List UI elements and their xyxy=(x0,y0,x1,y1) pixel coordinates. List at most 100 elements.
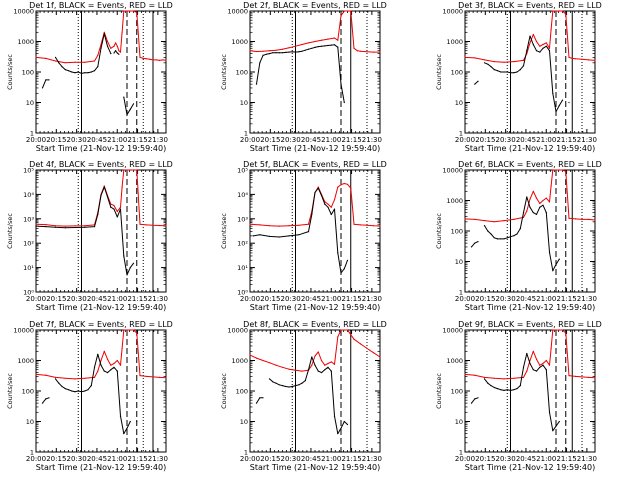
data-point-lld xyxy=(298,224,300,226)
y-tick-label: 10 xyxy=(455,258,463,266)
panel-title: Det 9f, BLACK = Events, RED = LLD xyxy=(458,320,602,329)
data-point-lld xyxy=(268,50,271,52)
data-point-events xyxy=(103,370,105,372)
data-point-lld xyxy=(152,59,154,61)
panel-det-3: Det 3f, BLACK = Events, RED = LLD Start T… xyxy=(435,1,602,153)
series-lld xyxy=(249,10,380,53)
data-point-lld xyxy=(327,203,329,205)
data-point-lld xyxy=(343,182,345,185)
data-point-lld xyxy=(35,56,37,59)
data-point-lld xyxy=(132,329,135,331)
data-point-lld xyxy=(249,50,251,52)
data-point-events xyxy=(509,389,512,391)
data-point-events xyxy=(526,196,528,198)
data-point-events xyxy=(565,420,567,423)
data-point-events xyxy=(262,54,264,57)
data-point-lld xyxy=(359,224,362,226)
data-point-lld xyxy=(550,347,552,349)
plot-frame xyxy=(35,329,167,453)
panel-det-8: Det 8f, BLACK = Events, RED = LLD Start T… xyxy=(220,320,387,472)
data-point-events xyxy=(539,366,541,368)
data-point-events xyxy=(532,43,534,46)
data-point-events xyxy=(522,366,525,368)
data-point-events xyxy=(327,206,329,208)
data-point-events xyxy=(317,370,319,372)
data-point-lld xyxy=(372,51,375,53)
data-point-events xyxy=(265,53,267,55)
y-axis-label: Counts/sec xyxy=(6,213,14,249)
data-point-lld xyxy=(84,61,86,63)
data-point-events xyxy=(311,213,313,216)
data-point-lld xyxy=(464,218,466,220)
data-point-lld xyxy=(110,203,112,205)
x-tick-label: 21:30 xyxy=(577,455,597,463)
data-point-events xyxy=(90,71,92,73)
data-point-events xyxy=(568,101,570,104)
data-point-events xyxy=(320,45,323,47)
x-tick-label: 20:15 xyxy=(46,136,66,144)
data-point-events xyxy=(490,233,492,235)
data-point-events xyxy=(307,369,310,371)
data-point-lld xyxy=(103,185,105,187)
data-point-lld xyxy=(281,366,284,368)
data-point-lld xyxy=(288,368,290,370)
data-point-lld xyxy=(294,369,297,371)
data-point-events xyxy=(545,45,547,47)
y-tick-label: 1 xyxy=(244,449,248,457)
panel-det-7: Det 7f, BLACK = Events, RED = LLD Start T… xyxy=(6,320,173,472)
plot-frame xyxy=(464,329,596,453)
data-point-events xyxy=(48,397,50,399)
data-point-events xyxy=(288,386,290,388)
series-lld xyxy=(35,329,167,380)
data-point-events xyxy=(64,227,66,229)
series-lld xyxy=(464,329,596,380)
data-point-events xyxy=(526,352,528,355)
panel-title: Det 7f, BLACK = Events, RED = LLD xyxy=(29,320,173,329)
data-point-lld xyxy=(474,218,476,220)
data-point-lld xyxy=(529,359,531,362)
data-point-lld xyxy=(320,359,323,362)
data-point-events xyxy=(110,369,112,371)
panel-title: Det 6f, BLACK = Events, RED = LLD xyxy=(458,160,602,169)
data-point-lld xyxy=(493,61,495,63)
data-point-lld xyxy=(327,362,329,365)
data-point-events xyxy=(87,389,89,391)
data-point-events xyxy=(548,251,551,253)
data-point-lld xyxy=(275,364,277,366)
data-point-events xyxy=(340,427,342,429)
data-point-events xyxy=(80,72,83,74)
y-tick-label: 10 xyxy=(240,418,248,426)
data-point-events xyxy=(535,50,538,52)
x-axis-label: Start Time (21-Nov-12 19:59:40) xyxy=(250,144,380,153)
data-point-lld xyxy=(340,329,342,331)
data-point-events xyxy=(74,391,76,393)
data-point-events xyxy=(291,385,293,388)
data-point-lld xyxy=(565,170,567,172)
data-point-lld xyxy=(493,221,495,223)
data-point-events xyxy=(470,402,473,404)
data-point-lld xyxy=(535,40,538,43)
data-point-events xyxy=(275,382,277,384)
data-point-lld xyxy=(526,370,528,372)
panel-det-9: Det 9f, BLACK = Events, RED = LLD Start T… xyxy=(435,320,602,472)
plot-frame xyxy=(464,169,596,293)
data-point-events xyxy=(545,212,547,214)
panel-det-1: Det 1f, BLACK = Events, RED = LLD Start T… xyxy=(6,1,173,153)
data-point-events xyxy=(268,378,271,380)
data-point-lld xyxy=(327,38,329,40)
data-point-events xyxy=(93,70,96,72)
data-point-events xyxy=(262,397,264,399)
data-point-lld xyxy=(158,59,161,62)
data-point-events xyxy=(80,391,83,393)
data-point-lld xyxy=(526,210,528,212)
data-point-events xyxy=(542,364,544,366)
data-point-lld xyxy=(116,45,118,47)
y-tick-label: 10 xyxy=(240,99,248,107)
x-tick-label: 20:45 xyxy=(516,136,536,144)
data-point-events xyxy=(285,385,287,388)
x-tick-label: 20:30 xyxy=(496,295,516,303)
data-point-lld xyxy=(594,59,596,62)
data-point-events xyxy=(545,369,547,371)
data-point-lld xyxy=(97,54,99,57)
data-point-events xyxy=(115,50,117,52)
